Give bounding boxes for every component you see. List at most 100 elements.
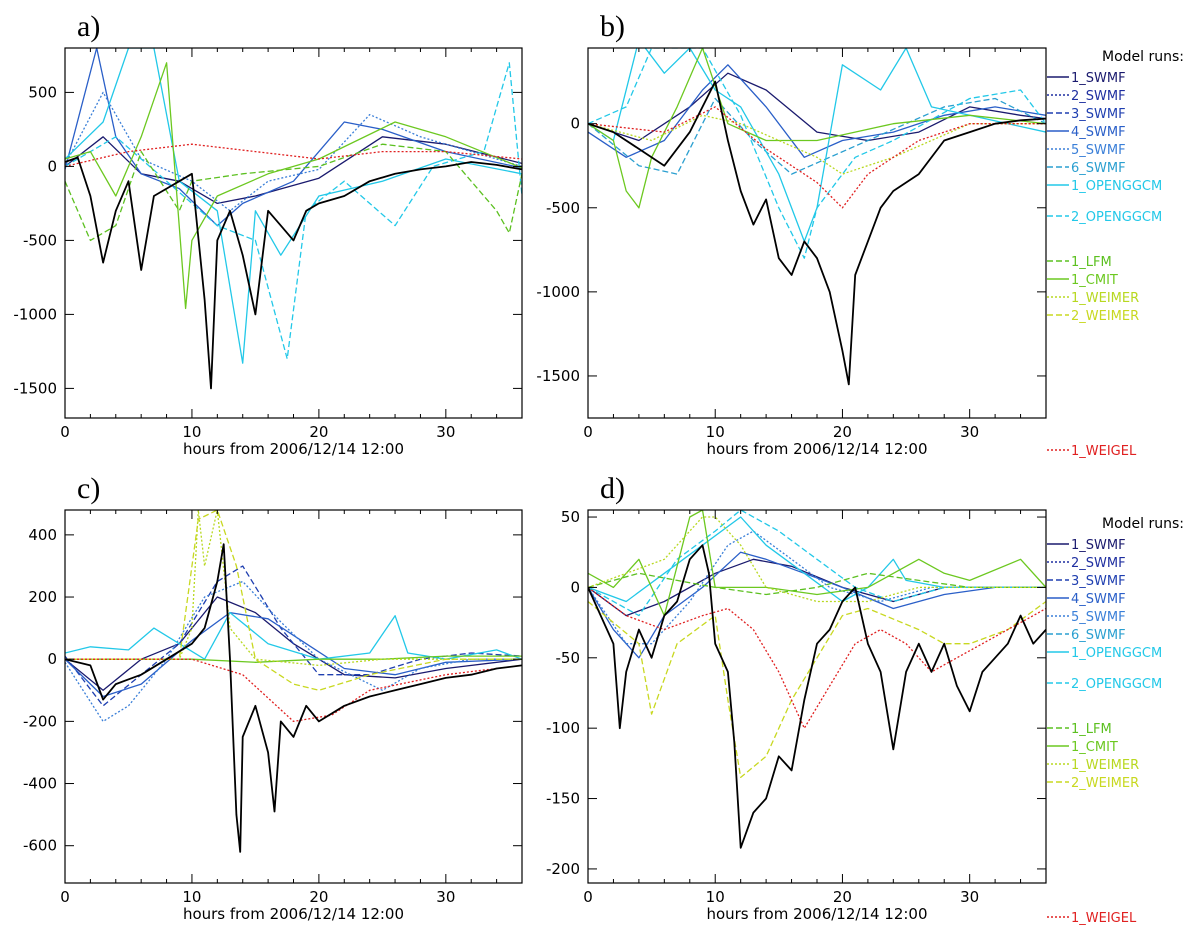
x-tick-label: 0 (583, 888, 593, 906)
series-line-1_cmit (588, 510, 1046, 617)
series-line-4_swmf (588, 551, 1046, 659)
panel-label: a) (77, 10, 100, 43)
x-tick-label: 30 (960, 888, 979, 906)
legend-label-5_swmf: 5_SWMF (1071, 610, 1126, 625)
y-tick-label: -1000 (13, 305, 57, 323)
legend-label-1_weigel: 1_WEIGEL (1071, 444, 1137, 459)
series-line-1_weimer (588, 114, 1046, 175)
legend-label-2_swmf: 2_SWMF (1071, 89, 1126, 104)
series-line-1_cmit (588, 48, 1046, 209)
series-line-1_weimer (65, 510, 522, 667)
observed-line (65, 156, 522, 390)
series-line-1_lfm (588, 572, 1046, 596)
legend-label-2_weimer: 2_WEIMER (1071, 776, 1139, 791)
legend-label-3_swmf: 3_SWMF (1071, 574, 1126, 589)
legend-title: Model runs: (1102, 516, 1184, 532)
y-tick-label: 0 (570, 115, 580, 133)
series-line-4_swmf (65, 611, 522, 698)
series-line-1_lfm (65, 143, 522, 242)
legend-label-1_openggcm: 1_OPENGGCM (1071, 646, 1162, 661)
series-line-2_weimer (65, 510, 522, 691)
legend-label-6_swmf: 6_SWMF (1071, 161, 1126, 176)
plot-frame (64, 509, 523, 884)
series-line-2_openggcm (588, 510, 1046, 617)
legend-label-6_swmf: 6_SWMF (1071, 628, 1126, 643)
x-tick-label: 20 (833, 888, 852, 906)
x-tick-label: 10 (706, 888, 725, 906)
series-line-3_swmf (65, 565, 522, 707)
series-line-1_weigel (588, 586, 1046, 729)
x-axis-title: hours from 2006/12/14 12:00 (706, 905, 927, 923)
observed-line (588, 544, 1046, 849)
series-group (588, 510, 1046, 849)
series-group (65, 48, 522, 390)
series-line-4_swmf (588, 64, 1046, 158)
panel-1: a) 0 10 20 30 500 0 -500 -1000 -1500 hours from 20… (13, 10, 523, 458)
x-tick-label: 0 (583, 423, 593, 441)
series-group (65, 510, 522, 853)
y-tick-label: 0 (47, 650, 57, 668)
y-tick-label: 200 (28, 588, 57, 606)
series-line-6_swmf (588, 97, 1046, 175)
legend-label-1_weigel: 1_WEIGEL (1071, 911, 1137, 926)
observed-line (588, 80, 1046, 386)
x-axis-title: hours from 2006/12/14 12:00 (183, 905, 404, 923)
x-axis-title: hours from 2006/12/14 12:00 (706, 440, 927, 458)
y-tick-label: 400 (28, 526, 57, 544)
x-tick-label: 20 (833, 423, 852, 441)
legend-label-1_weimer: 1_WEIMER (1071, 291, 1139, 306)
legend-label-1_cmit: 1_CMIT (1071, 273, 1118, 288)
legend-label-2_swmf: 2_SWMF (1071, 556, 1126, 571)
panel-label: d) (600, 472, 625, 505)
y-tick-label: 50 (561, 508, 580, 526)
y-tick-label: -100 (546, 719, 580, 737)
legend-2: Model runs: 1_SWMF 2_SWMF 3_SWMF 4_SWMF 5_SWM… (1047, 516, 1184, 926)
x-tick-label: 30 (436, 888, 455, 906)
x-tick-label: 20 (309, 423, 328, 441)
series-line-1_openggcm (588, 516, 1046, 603)
y-tick-label: -600 (23, 837, 57, 855)
series-line-2_openggcm (588, 48, 1046, 259)
legend-label-1_swmf: 1_SWMF (1071, 538, 1126, 553)
y-tick-label: -50 (556, 649, 581, 667)
y-tick-label: -1500 (13, 379, 57, 397)
legend-label-4_swmf: 4_SWMF (1071, 125, 1126, 140)
legend-label-2_weimer: 2_WEIMER (1071, 309, 1139, 324)
x-tick-label: 30 (436, 423, 455, 441)
plot-frame (64, 47, 523, 419)
y-tick-label: -500 (546, 199, 580, 217)
y-tick-label: -500 (23, 231, 57, 249)
panel-label: b) (600, 10, 625, 43)
series-line-1_swmf (65, 596, 522, 691)
plot-frame (587, 47, 1047, 419)
y-tick-label: -400 (23, 775, 57, 793)
series-line-1_weigel (65, 143, 522, 168)
series-line-1_openggcm (588, 48, 1046, 243)
series-line-1_swmf (588, 72, 1046, 142)
x-tick-label: 20 (309, 888, 328, 906)
legend-label-4_swmf: 4_SWMF (1071, 592, 1126, 607)
panel-4: d) 0 10 20 30 50 0 -50 -100 -150 -200 hours from 20… (546, 472, 1047, 923)
panel-label: c) (77, 472, 100, 505)
x-tick-label: 30 (960, 423, 979, 441)
series-line-1_weigel (588, 106, 1046, 209)
legend-label-2_openggcm: 2_OPENGGCM (1071, 210, 1162, 225)
legend-label-3_swmf: 3_SWMF (1071, 107, 1126, 122)
y-tick-label: 500 (28, 83, 57, 101)
series-line-5_swmf (588, 530, 1046, 645)
panel-2: b) 0 10 20 30 0 -500 -1000 -1500 hours from 2006/… (536, 10, 1047, 458)
y-tick-label: 0 (570, 578, 580, 596)
plot-frame (587, 509, 1047, 884)
x-axis-title: hours from 2006/12/14 12:00 (183, 440, 404, 458)
legend-title: Model runs: (1102, 49, 1184, 65)
legend-label-5_swmf: 5_SWMF (1071, 143, 1126, 158)
y-tick-label: -1500 (536, 367, 580, 385)
legend-label-1_swmf: 1_SWMF (1071, 71, 1126, 86)
legend-label-1_weimer: 1_WEIMER (1071, 758, 1139, 773)
legend-label-1_cmit: 1_CMIT (1071, 740, 1118, 755)
series-line-4_swmf (65, 48, 522, 227)
x-tick-label: 10 (706, 423, 725, 441)
legend-label-1_openggcm: 1_OPENGGCM (1071, 179, 1162, 194)
legend-label-1_lfm: 1_LFM (1071, 722, 1112, 737)
